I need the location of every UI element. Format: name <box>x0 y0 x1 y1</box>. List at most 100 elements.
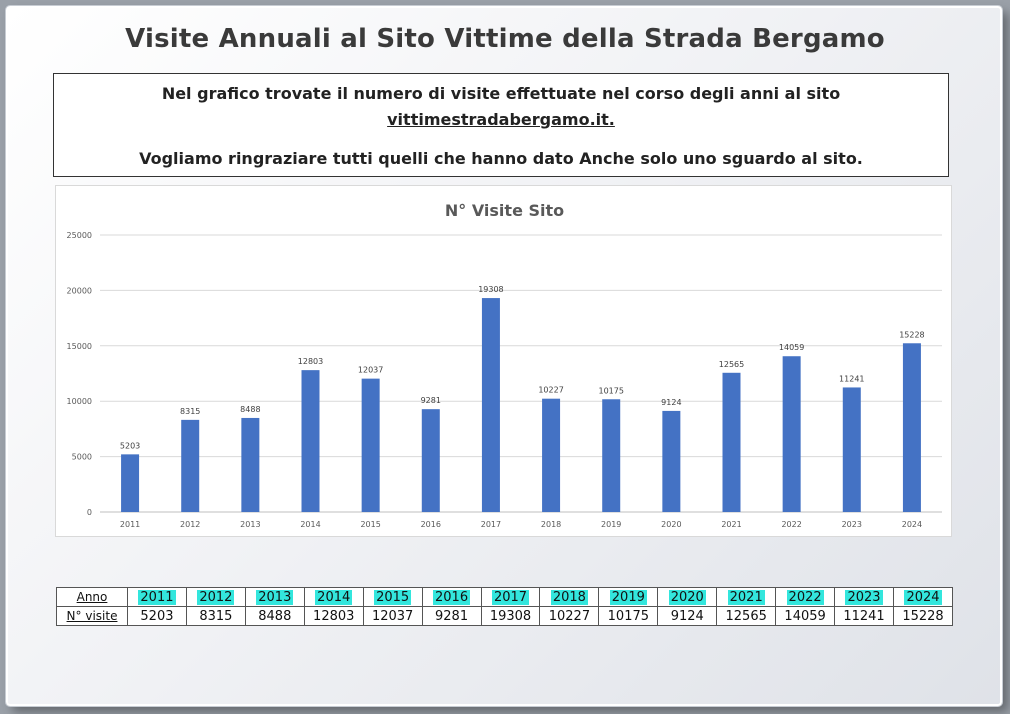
year-highlight: 2015 <box>374 589 412 605</box>
data-label: 8315 <box>180 407 200 416</box>
data-label: 10175 <box>598 386 623 395</box>
x-tick-label: 2012 <box>180 520 200 529</box>
bar <box>782 356 801 512</box>
notice-line-3: Vogliamo ringraziare tutti quelli che ha… <box>139 149 863 168</box>
y-tick-label: 20000 <box>67 286 92 295</box>
table-cell-year: 2021 <box>716 587 777 607</box>
x-tick-label: 2022 <box>781 520 801 529</box>
table-cell-visits: 12565 <box>716 606 777 626</box>
bar <box>542 398 561 512</box>
table-cell-year: 2013 <box>244 587 305 607</box>
table-cell-year: 2018 <box>539 587 600 607</box>
x-tick-label: 2018 <box>541 520 561 529</box>
x-tick-label: 2024 <box>902 520 922 529</box>
year-highlight: 2024 <box>904 589 942 605</box>
table-cell-year: 2022 <box>775 587 836 607</box>
y-tick-label: 0 <box>87 508 92 517</box>
y-tick-label: 5000 <box>72 453 92 462</box>
page-title: Visite Annuali al Sito Vittime della Str… <box>125 24 885 54</box>
year-highlight: 2019 <box>609 589 647 605</box>
table-cell-year: 2012 <box>185 587 246 607</box>
year-highlight: 2014 <box>315 589 353 605</box>
table-cell-visits: 12803 <box>303 606 364 626</box>
bar <box>121 454 140 512</box>
x-tick-label: 2014 <box>300 520 320 529</box>
table-cell-visits: 8488 <box>244 606 305 626</box>
data-label: 12565 <box>719 360 744 369</box>
x-tick-label: 2016 <box>421 520 441 529</box>
table-cell-year: 2023 <box>834 587 894 607</box>
bar <box>722 372 741 512</box>
x-tick-label: 2020 <box>661 520 681 529</box>
table-cell-visits: 19308 <box>480 606 541 626</box>
year-highlight: 2011 <box>138 589 176 605</box>
table-cell-visits: 9124 <box>657 606 718 626</box>
notice-line-1: Nel grafico trovate il numero di visite … <box>161 84 841 103</box>
year-highlight: 2023 <box>845 589 883 605</box>
year-highlight: 2018 <box>550 589 588 605</box>
table-cell-visits: 10175 <box>598 606 659 626</box>
notice-site-link[interactable]: vittimestradabergamo.it. <box>387 110 615 129</box>
table-row-years: Anno 2011 2012 2013 2014 2015 2016 2017 2018 201… <box>56 587 954 607</box>
x-tick-label: 2021 <box>721 520 741 529</box>
data-label: 11241 <box>839 374 864 383</box>
bar-chart: N° Visite Sito 0 5000 10000 15000 20000 25000 5… <box>55 185 952 537</box>
data-label: 8488 <box>240 405 260 414</box>
year-highlight: 2022 <box>786 589 824 605</box>
chart-svg: N° Visite Sito 0 5000 10000 15000 20000 25000 5… <box>67 201 942 529</box>
x-tick-label: 2017 <box>481 520 501 529</box>
table-header-year: Anno <box>56 587 128 607</box>
data-label: 9281 <box>421 396 441 405</box>
x-tick-label: 2013 <box>240 520 260 529</box>
year-highlight: 2016 <box>433 589 471 605</box>
year-highlight: 2021 <box>727 589 765 605</box>
bar <box>481 298 500 512</box>
table-cell-year: 2015 <box>362 587 423 607</box>
y-tick-label: 10000 <box>67 397 92 406</box>
table-cell-year: 2014 <box>303 587 364 607</box>
year-highlight: 2020 <box>668 589 706 605</box>
table-cell-year: 2019 <box>598 587 659 607</box>
table-row-visits: N° visite 5203 8315 8488 12803 12037 9281 1930… <box>56 606 954 626</box>
table-cell-visits: 11241 <box>834 606 894 626</box>
x-tick-label: 2015 <box>360 520 380 529</box>
notice-box: Nel grafico trovate il numero di visite … <box>53 73 949 177</box>
bar <box>241 417 260 512</box>
table-cell-visits: 15228 <box>892 606 954 626</box>
x-tick-label: 2011 <box>120 520 140 529</box>
table-cell-visits: 10227 <box>539 606 600 626</box>
data-table: Anno 2011 2012 2013 2014 2015 2016 2017 2018 201… <box>56 587 954 626</box>
bar <box>421 409 440 512</box>
data-label: 14059 <box>779 343 804 352</box>
table-cell-year: 2011 <box>127 587 187 607</box>
y-tick-label: 15000 <box>67 342 92 351</box>
year-highlight: 2017 <box>491 589 530 605</box>
bar <box>662 410 681 512</box>
bar <box>361 378 380 512</box>
bar <box>181 419 200 512</box>
table-cell-year: 2017 <box>480 587 541 607</box>
data-label: 12803 <box>298 357 323 366</box>
x-tick-label: 2023 <box>842 520 862 529</box>
year-highlight: 2012 <box>197 589 235 605</box>
bar <box>902 343 921 512</box>
table-cell-year: 2024 <box>892 587 954 607</box>
bar <box>842 387 861 512</box>
bar <box>602 399 621 512</box>
data-label: 9124 <box>661 398 681 407</box>
table-cell-year: 2016 <box>421 587 482 607</box>
year-highlight: 2013 <box>256 589 294 605</box>
data-label: 5203 <box>120 441 140 450</box>
data-label: 10227 <box>538 386 563 395</box>
table-cell-visits: 9281 <box>421 606 482 626</box>
table-cell-year: 2020 <box>657 587 718 607</box>
data-label: 15228 <box>899 330 924 339</box>
data-label: 19308 <box>478 285 503 294</box>
table-header-visits: N° visite <box>56 606 128 626</box>
data-label: 12037 <box>358 366 383 375</box>
bar <box>301 370 320 512</box>
chart-title: N° Visite Sito <box>445 201 564 220</box>
table-cell-visits: 12037 <box>362 606 423 626</box>
table-cell-visits: 8315 <box>185 606 246 626</box>
y-tick-label: 25000 <box>67 231 92 240</box>
